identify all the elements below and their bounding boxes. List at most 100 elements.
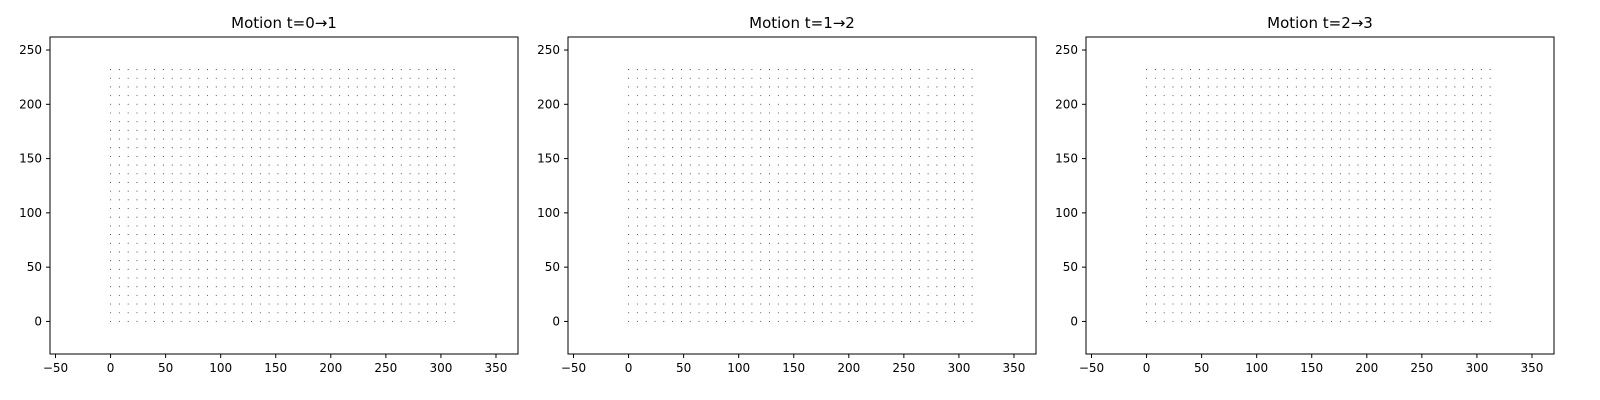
scatter-point <box>268 164 270 166</box>
scatter-point <box>1480 268 1482 270</box>
scatter-point <box>453 95 455 97</box>
scatter-point <box>250 77 253 79</box>
scatter-point <box>1313 234 1315 236</box>
scatter-point <box>295 181 297 184</box>
scatter-point <box>1357 312 1359 314</box>
scatter-point <box>356 147 358 149</box>
scatter-point <box>1436 77 1438 79</box>
scatter-point <box>795 103 797 105</box>
scatter-point <box>365 69 367 71</box>
scatter-point <box>760 181 762 184</box>
scatter-point <box>453 138 455 140</box>
scatter-point <box>162 103 164 105</box>
scatter-point <box>180 181 182 184</box>
scatter-point <box>892 234 894 236</box>
scatter-point <box>312 95 314 97</box>
scatter-point <box>821 77 823 79</box>
scatter-point <box>936 155 938 157</box>
scatter-point <box>1286 190 1289 192</box>
scatter-point <box>1207 199 1209 201</box>
scatter-point <box>259 147 261 149</box>
scatter-point <box>250 251 253 253</box>
scatter-point <box>971 129 973 131</box>
scatter-point <box>901 95 903 97</box>
scatter-point <box>927 320 929 322</box>
scatter-point <box>830 95 832 97</box>
scatter-point <box>286 138 288 140</box>
scatter-point <box>1286 268 1289 270</box>
scatter-point <box>901 251 903 253</box>
scatter-point <box>909 242 912 244</box>
scatter-point <box>680 312 682 314</box>
scatter-point <box>636 138 638 140</box>
scatter-point <box>645 86 647 88</box>
scatter-point <box>374 173 376 175</box>
scatter-point <box>259 216 261 218</box>
scatter-point <box>400 303 402 305</box>
scatter-point <box>189 251 191 253</box>
scatter-point <box>418 69 420 71</box>
scatter-point <box>1427 95 1430 97</box>
scatter-point <box>1269 277 1271 279</box>
scatter-point <box>1198 103 1200 105</box>
scatter-point <box>1251 112 1253 114</box>
scatter-point <box>848 69 850 71</box>
scatter-point <box>1471 95 1474 97</box>
scatter-point <box>110 242 112 244</box>
scatter-point <box>865 77 867 79</box>
scatter-point <box>918 121 920 123</box>
scatter-point <box>444 260 446 262</box>
scatter-point <box>224 225 226 227</box>
scatter-point <box>901 86 903 88</box>
scatter-point <box>1313 190 1315 192</box>
scatter-point <box>1436 242 1438 244</box>
y-tick-label: 150 <box>537 152 560 166</box>
scatter-point <box>874 320 876 322</box>
scatter-point <box>1375 95 1377 97</box>
scatter-point <box>1383 86 1385 88</box>
scatter-point <box>330 242 332 244</box>
scatter-point <box>1339 190 1341 192</box>
scatter-point <box>839 103 841 105</box>
scatter-point <box>1331 69 1333 71</box>
scatter-point <box>874 77 876 79</box>
scatter-point <box>365 155 367 157</box>
scatter-point <box>821 234 823 236</box>
scatter-point <box>1146 294 1148 296</box>
scatter-point <box>689 138 691 140</box>
scatter-point <box>1295 155 1297 157</box>
x-tick-label: 200 <box>837 361 860 375</box>
scatter-point <box>672 294 674 296</box>
scatter-point <box>171 138 173 140</box>
scatter-point <box>760 312 762 314</box>
scatter-point <box>892 277 894 279</box>
scatter-point <box>733 268 735 270</box>
scatter-point <box>865 207 867 210</box>
scatter-point <box>689 103 691 105</box>
scatter-point <box>444 277 446 279</box>
scatter-point <box>1146 277 1148 279</box>
scatter-point <box>189 112 191 114</box>
scatter-point <box>883 242 885 244</box>
scatter-point <box>663 312 665 314</box>
scatter-point <box>698 216 700 218</box>
scatter-point <box>892 121 894 123</box>
scatter-point <box>1269 303 1271 305</box>
scatter-point <box>680 207 682 210</box>
scatter-point <box>418 216 420 218</box>
scatter-point <box>1436 129 1438 131</box>
scatter-point <box>945 103 947 105</box>
scatter-point <box>821 251 823 253</box>
scatter-point <box>127 207 129 210</box>
scatter-point <box>206 95 209 97</box>
scatter-point <box>215 260 217 262</box>
scatter-point <box>698 155 700 157</box>
scatter-point <box>680 260 682 262</box>
scatter-point <box>1313 207 1315 210</box>
scatter-point <box>1322 294 1324 296</box>
scatter-point <box>110 207 112 210</box>
scatter-point <box>162 129 164 131</box>
scatter-point <box>971 277 973 279</box>
scatter-point <box>716 260 718 262</box>
scatter-point <box>1163 286 1165 288</box>
